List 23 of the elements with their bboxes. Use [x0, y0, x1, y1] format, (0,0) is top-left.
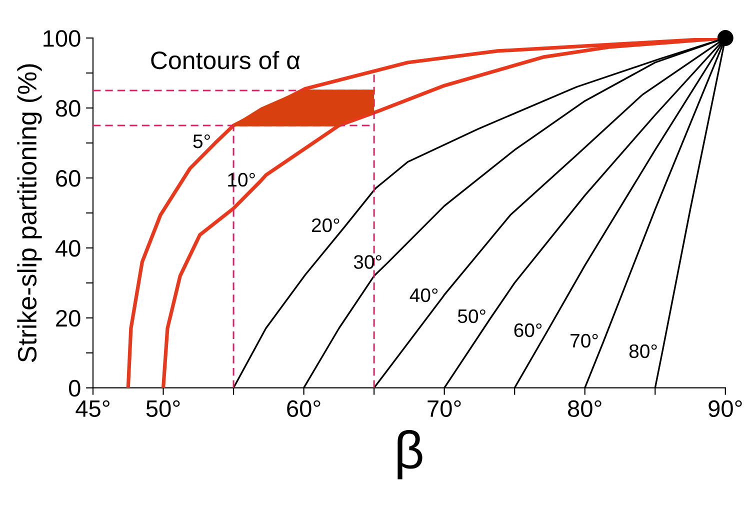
annotation: 70°: [570, 334, 598, 348]
y-tick-label: 40: [55, 240, 80, 257]
y-tick-label: 100: [44, 30, 80, 47]
x-tick-label: 90°: [708, 400, 742, 418]
y-axis-title: Strike-slip partitioning (%): [17, 64, 42, 362]
annotation: 10°: [228, 172, 255, 187]
x-axis-title: β: [398, 430, 422, 480]
x-tick-label: 50°: [146, 400, 180, 418]
annotation: 5°: [193, 134, 210, 148]
y-tick-label: 20: [56, 310, 80, 327]
annotation: Contours of α: [151, 50, 300, 70]
x-tick-label: 70°: [428, 400, 461, 418]
annotation: 80°: [629, 344, 657, 358]
x-tick-label: 80°: [568, 400, 602, 418]
annotation: 40°: [410, 288, 438, 302]
x-tick-label: 60°: [287, 400, 320, 418]
y-tick-label: 0: [68, 380, 80, 397]
annotation: 20°: [312, 218, 340, 232]
y-tick-label: 60: [56, 170, 80, 187]
annotation: 60°: [514, 323, 542, 338]
annotation: 50°: [458, 309, 486, 324]
x-tick-label: 45°: [76, 400, 110, 418]
y-tick-label: 80: [56, 100, 80, 117]
